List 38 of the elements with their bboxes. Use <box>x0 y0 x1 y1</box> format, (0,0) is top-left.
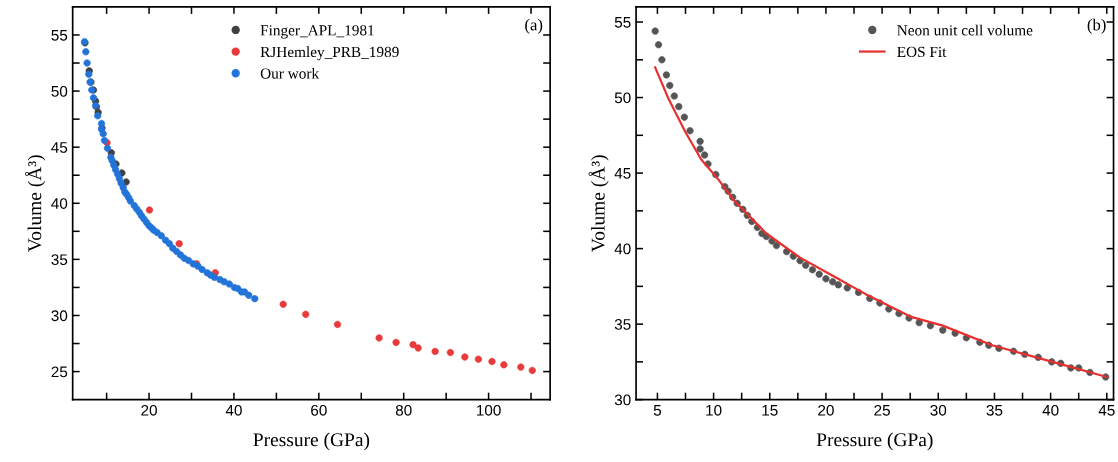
y-tick-label: 30 <box>614 394 631 406</box>
y-axis-title: Volume (Å³) <box>588 155 609 252</box>
y-tick-label: 45 <box>51 142 68 153</box>
y-tick-label: 25 <box>51 366 68 378</box>
y-tick-label: 35 <box>51 254 68 266</box>
x-tick-label: 35 <box>986 404 1003 416</box>
y-tick-label: 40 <box>614 243 631 255</box>
y-axis-title: Volume (Å³) <box>25 155 46 252</box>
x-tick-label: 25 <box>874 404 890 416</box>
x-tick-label: 15 <box>762 405 778 416</box>
legend-label: EOS Fit <box>897 46 947 58</box>
x-tick-label: 20 <box>141 404 157 416</box>
legend-label: Our work <box>260 67 320 79</box>
annotation: (b) <box>1087 18 1106 34</box>
y-tick-label: 30 <box>51 310 68 322</box>
y-tick-label: 55 <box>51 30 68 41</box>
x-axis-title: Pressure (GPa) <box>816 432 933 451</box>
x-tick-label: 30 <box>930 404 947 416</box>
y-tick-label: 35 <box>614 318 631 330</box>
x-tick-label: 10 <box>706 404 722 416</box>
legend-label: Neon unit cell volume <box>897 24 1033 36</box>
x-tick-label: 60 <box>311 404 327 416</box>
legend-label: RJHemley_PRB_1989 <box>260 46 399 61</box>
y-tick-label: 50 <box>51 85 68 97</box>
x-tick-label: 40 <box>1042 404 1059 416</box>
x-tick-label: 40 <box>225 404 242 416</box>
y-tick-label: 45 <box>614 168 631 179</box>
y-tick-label: 40 <box>51 198 68 209</box>
annotation: (a) <box>525 18 543 34</box>
x-tick-label: 20 <box>818 404 834 416</box>
y-tick-label: 55 <box>614 17 631 28</box>
x-tick-label: 45 <box>1098 405 1115 416</box>
x-tick-label: 5 <box>653 405 662 416</box>
x-tick-label: 100 <box>477 404 501 416</box>
x-axis-title: Pressure (GPa) <box>253 432 370 451</box>
x-tick-label: 80 <box>395 404 412 416</box>
y-tick-label: 50 <box>614 92 631 104</box>
legend-label: Finger_APL_1981 <box>260 25 374 39</box>
